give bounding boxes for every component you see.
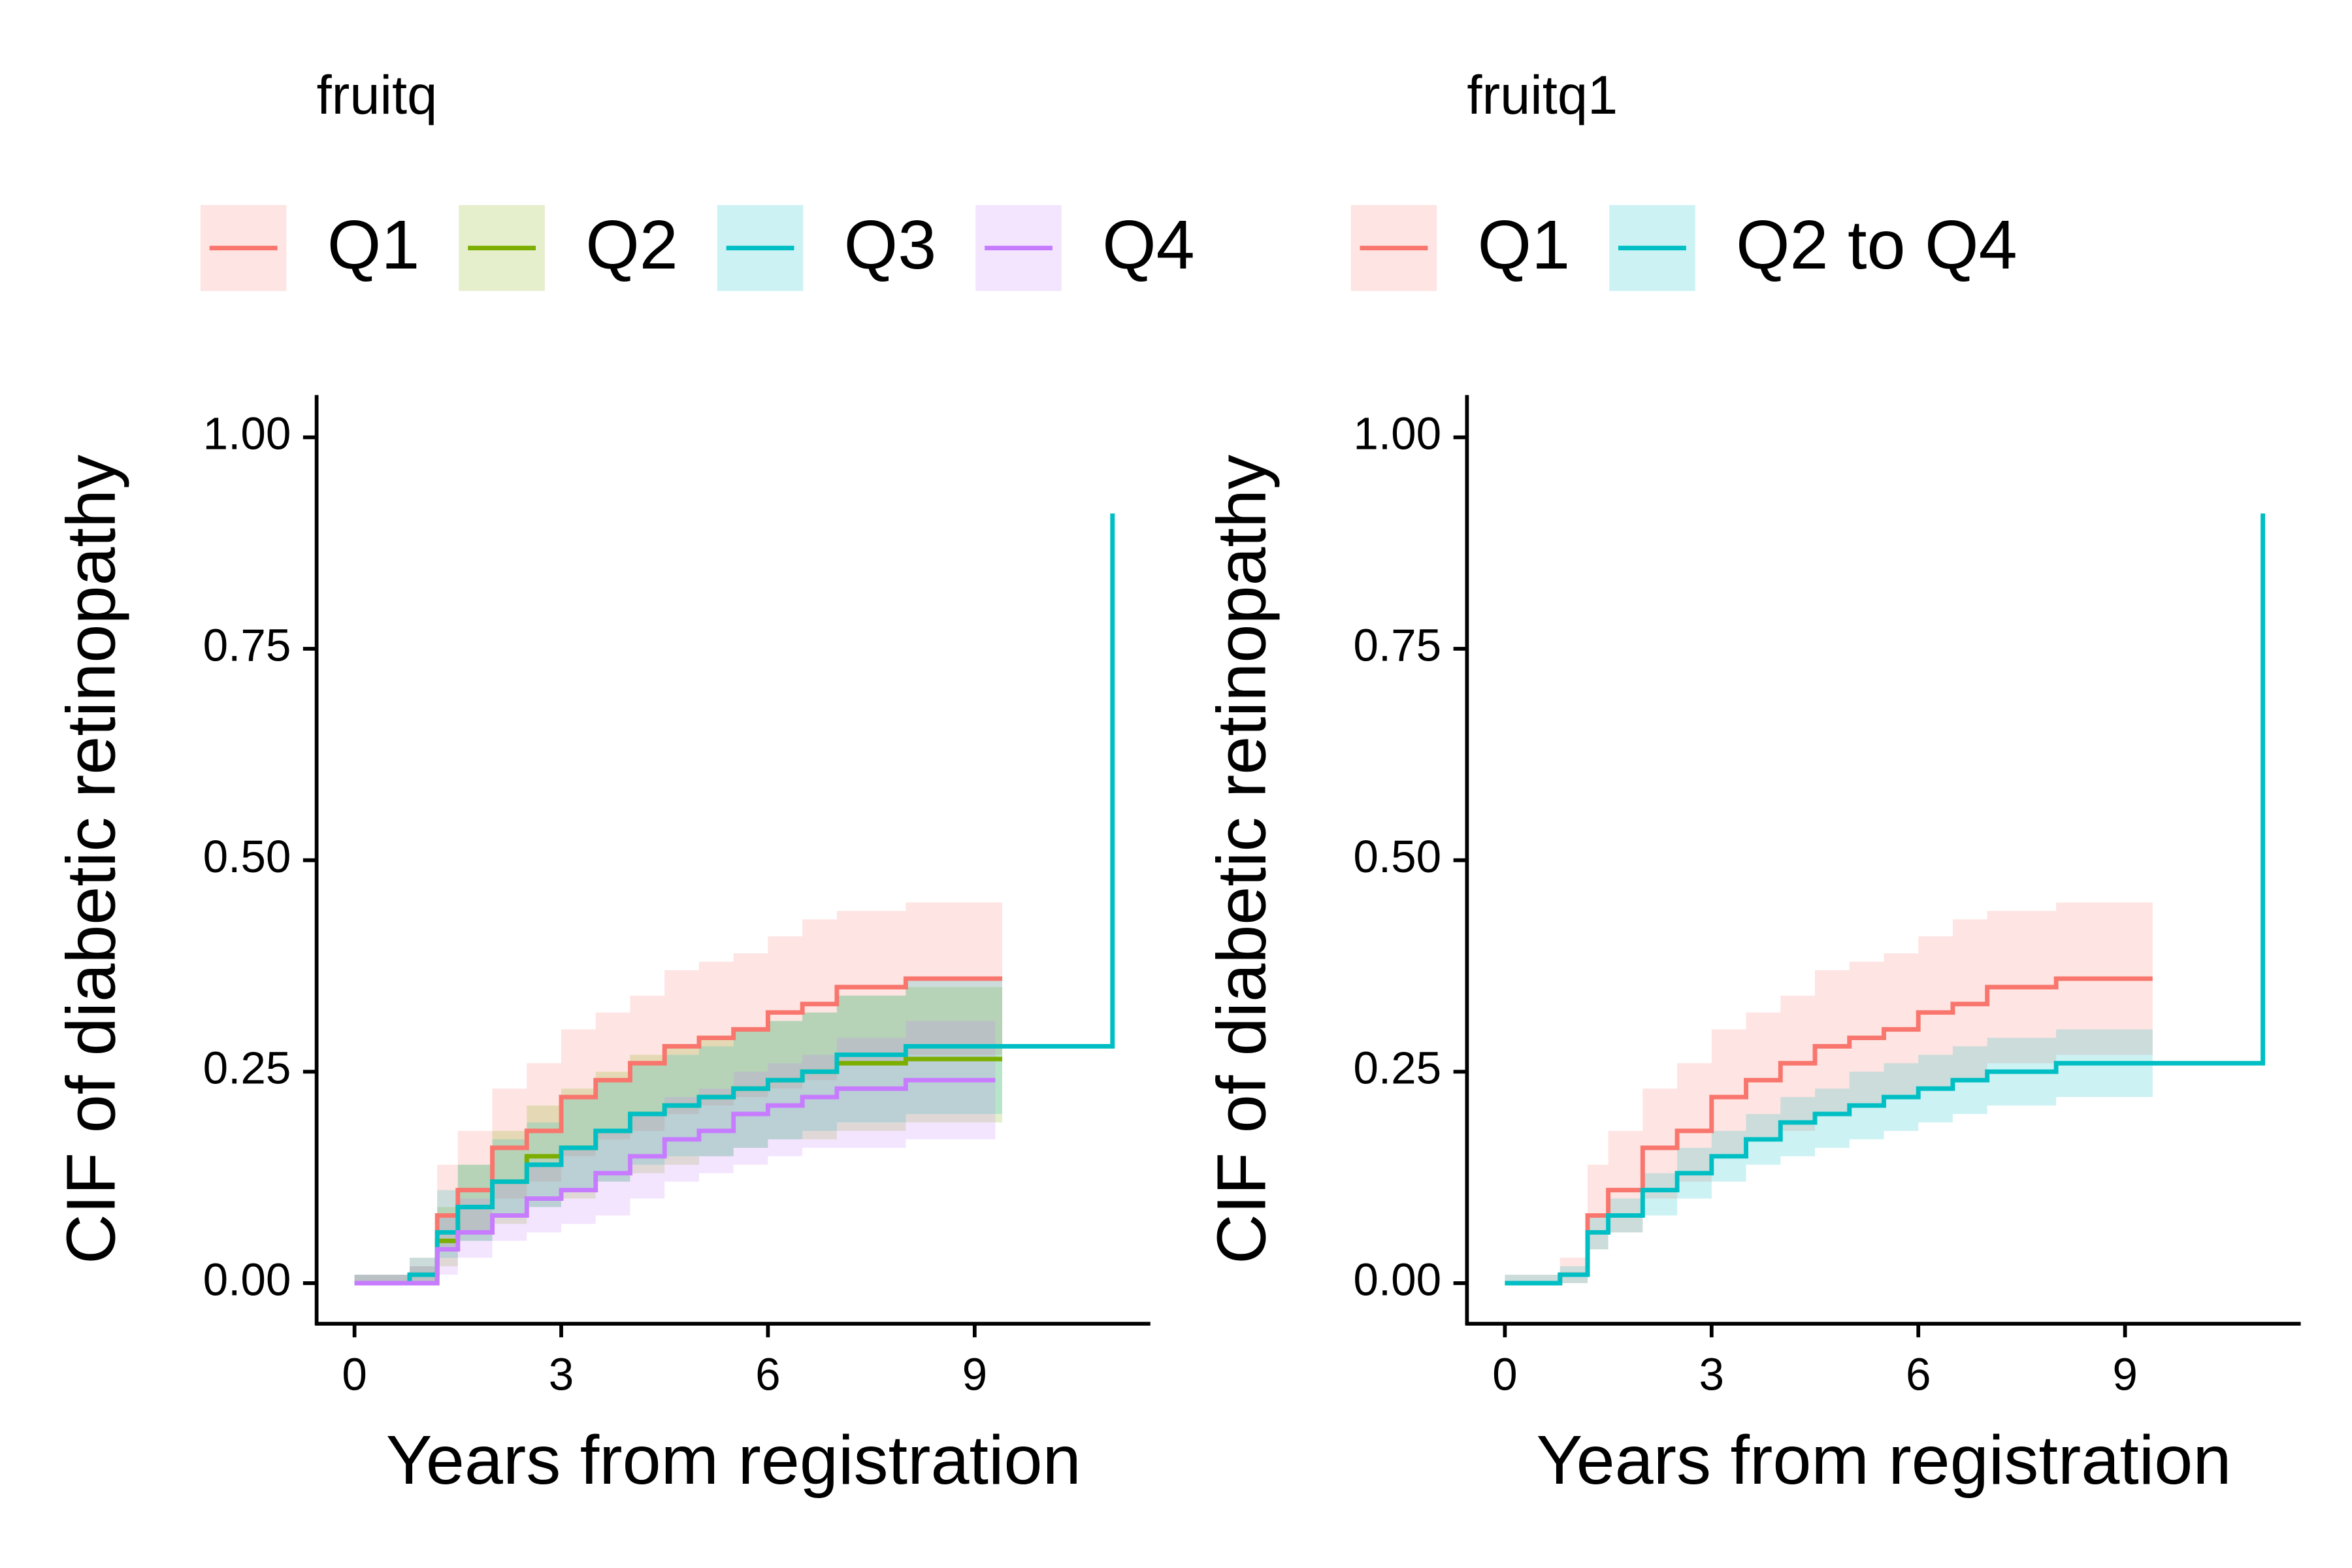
y-tick-label: 0.75 bbox=[1353, 619, 1441, 670]
legend-label: Q2 bbox=[585, 206, 678, 284]
y-tick-label: 1.00 bbox=[203, 408, 291, 459]
y-tick-label: 0.00 bbox=[1353, 1254, 1441, 1305]
y-tick-label: 0.25 bbox=[1353, 1043, 1441, 1094]
y-tick-label: 0.75 bbox=[203, 619, 291, 670]
panel: fruitq Q1 Q2 Q3 Q4 0.00 0.25 0.50 0.75 1.00 0 3 6 9 Ye… bbox=[53, 65, 1195, 1499]
x-tick-label: 6 bbox=[1906, 1349, 1931, 1400]
confidence-band bbox=[354, 894, 1003, 1284]
y-tick-label: 0.25 bbox=[203, 1043, 291, 1094]
panel: fruitq1 Q1 Q2 to Q4 0.00 0.25 0.50 0.75 1.00 0 3 6… bbox=[1203, 65, 2301, 1499]
y-tick-label: 0.00 bbox=[203, 1254, 291, 1305]
y-axis-label: CIF of diabetic retinopathy bbox=[1203, 455, 1281, 1264]
y-tick-label: 1.00 bbox=[1353, 408, 1441, 459]
legend-title: fruitq1 bbox=[1467, 65, 1618, 125]
y-tick-label: 0.50 bbox=[203, 831, 291, 882]
legend-label: Q3 bbox=[844, 206, 937, 284]
x-axis-label: Years from registration bbox=[1537, 1422, 2232, 1499]
y-tick-label: 0.50 bbox=[1353, 831, 1441, 882]
x-tick-label: 3 bbox=[549, 1349, 574, 1400]
legend-label: Q2 to Q4 bbox=[1736, 206, 2017, 284]
cif-line bbox=[354, 513, 1115, 1286]
x-tick-label: 9 bbox=[2112, 1349, 2138, 1400]
legend-label: Q1 bbox=[1478, 206, 1571, 284]
confidence-band bbox=[1505, 1021, 2153, 1284]
x-tick-label: 0 bbox=[1492, 1349, 1518, 1400]
cif-line bbox=[1505, 976, 2153, 1286]
x-axis-label: Years from registration bbox=[386, 1422, 1081, 1499]
cif-line bbox=[1505, 513, 2265, 1286]
legend-label: Q1 bbox=[327, 206, 420, 284]
x-tick-label: 9 bbox=[962, 1349, 988, 1400]
confidence-band bbox=[1505, 894, 2153, 1284]
x-tick-label: 3 bbox=[1699, 1349, 1725, 1400]
legend-label: Q4 bbox=[1102, 206, 1195, 284]
y-axis-label: CIF of diabetic retinopathy bbox=[53, 455, 130, 1264]
x-tick-label: 6 bbox=[755, 1349, 781, 1400]
cif-line bbox=[354, 1077, 996, 1286]
x-tick-label: 0 bbox=[342, 1349, 367, 1400]
legend-title: fruitq bbox=[317, 65, 438, 125]
